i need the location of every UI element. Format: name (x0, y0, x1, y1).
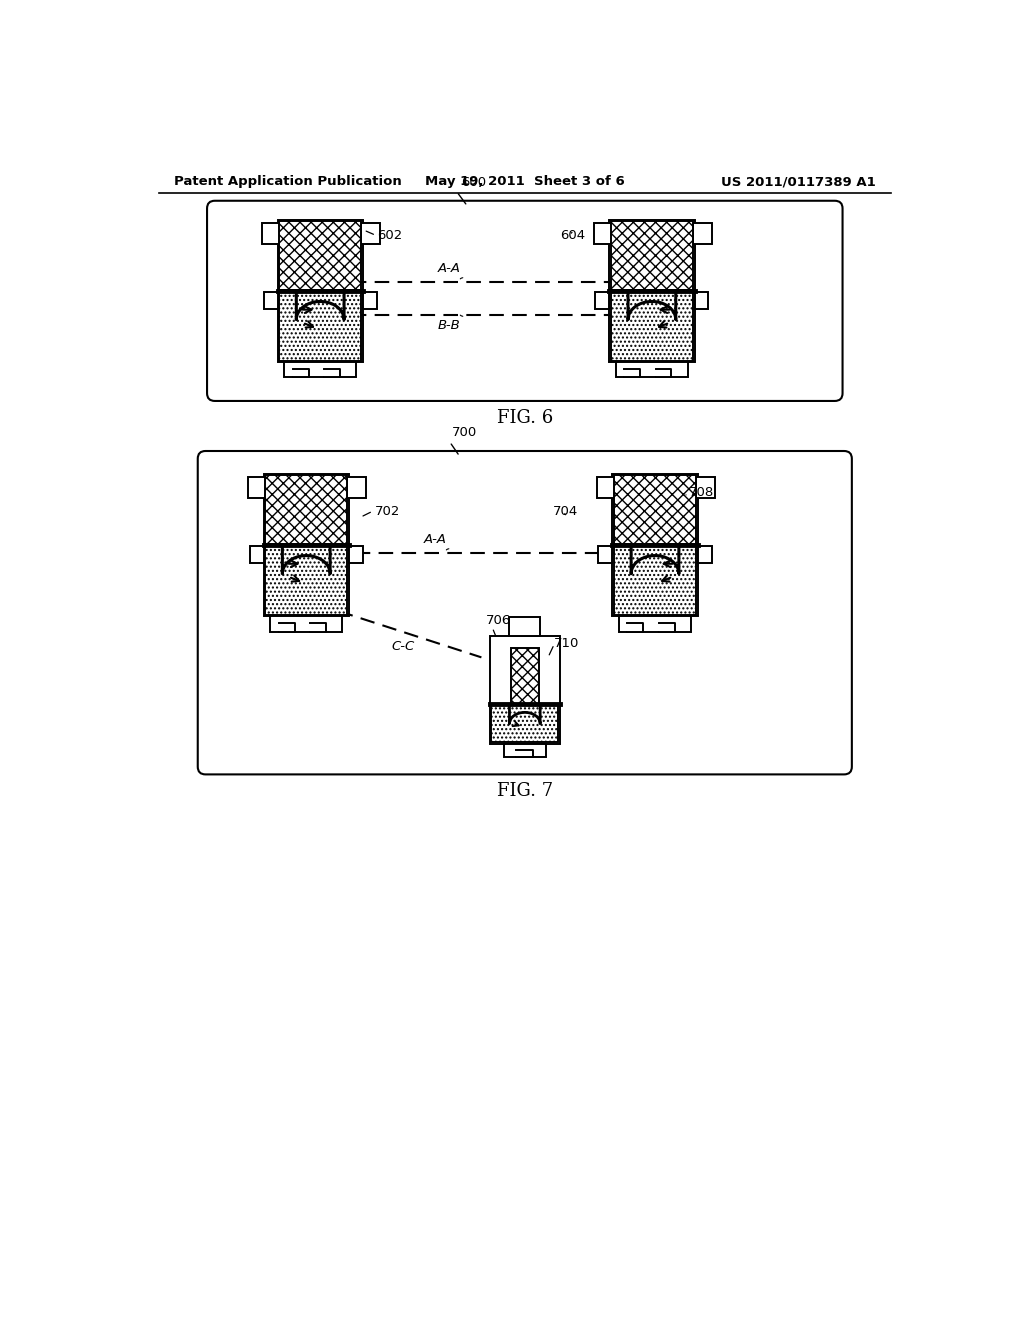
Bar (492, 705, 558, 742)
Bar (595, 293, 609, 309)
Bar (597, 477, 615, 499)
Bar (248, 477, 266, 499)
Bar (618, 616, 691, 631)
Bar (598, 546, 612, 564)
Bar (265, 545, 347, 615)
Text: A-A: A-A (424, 533, 447, 546)
Bar (694, 293, 709, 309)
Bar (614, 545, 696, 615)
Bar (625, 370, 640, 378)
Text: 706: 706 (486, 614, 511, 627)
Bar (361, 223, 380, 244)
Bar (278, 219, 362, 362)
Bar (614, 475, 696, 544)
Bar (611, 292, 693, 362)
Bar (628, 623, 643, 631)
Bar (489, 636, 560, 743)
Bar (655, 370, 672, 378)
Text: A-A: A-A (438, 263, 461, 276)
Bar (511, 648, 539, 704)
Bar (516, 750, 534, 758)
Text: 604: 604 (560, 228, 586, 242)
Bar (347, 477, 366, 499)
Bar (263, 293, 278, 309)
Text: 708: 708 (689, 486, 715, 499)
Bar (612, 474, 697, 616)
Bar (263, 474, 349, 616)
Bar (509, 616, 541, 636)
Bar (280, 222, 361, 289)
Bar (504, 743, 546, 758)
Text: US 2011/0117389 A1: US 2011/0117389 A1 (721, 176, 876, 187)
Bar (615, 362, 688, 378)
Bar (693, 223, 712, 244)
Text: May 19, 2011  Sheet 3 of 6: May 19, 2011 Sheet 3 of 6 (425, 176, 625, 187)
Text: C-C: C-C (391, 640, 415, 653)
Bar (284, 362, 356, 378)
Bar (279, 623, 295, 631)
Bar (658, 623, 675, 631)
Text: FIG. 6: FIG. 6 (497, 409, 553, 426)
Text: B-B: B-B (438, 318, 461, 331)
Text: 704: 704 (553, 504, 578, 517)
Text: 600: 600 (461, 176, 486, 189)
FancyBboxPatch shape (207, 201, 843, 401)
Bar (310, 623, 326, 631)
Bar (280, 292, 361, 362)
Bar (349, 546, 362, 564)
Bar (293, 370, 308, 378)
Bar (696, 477, 715, 499)
Bar (270, 616, 342, 631)
Text: 710: 710 (554, 638, 580, 649)
Bar (611, 222, 693, 289)
FancyBboxPatch shape (198, 451, 852, 775)
Bar (250, 546, 263, 564)
Text: 702: 702 (375, 504, 399, 517)
Bar (362, 293, 377, 309)
Bar (609, 219, 694, 362)
Bar (324, 370, 340, 378)
Bar (594, 223, 612, 244)
Bar (262, 223, 281, 244)
Text: FIG. 7: FIG. 7 (497, 783, 553, 800)
Text: Patent Application Publication: Patent Application Publication (174, 176, 402, 187)
Text: 602: 602 (378, 228, 402, 242)
Bar (265, 475, 347, 544)
Bar (697, 546, 712, 564)
Text: 700: 700 (452, 426, 477, 440)
